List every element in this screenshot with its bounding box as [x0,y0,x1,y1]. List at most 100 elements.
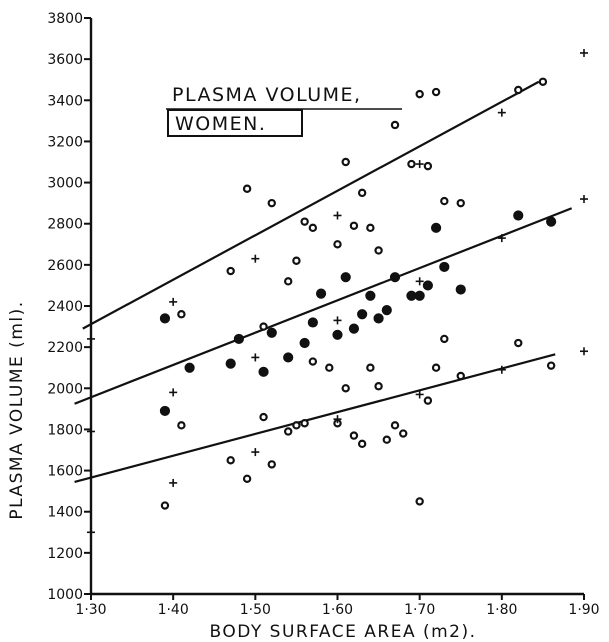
plus-point [580,48,588,57]
open-circle-point [226,266,235,276]
plus-point [251,448,260,457]
x-tick-label: 1·80 [486,602,517,618]
open-circle-point [341,157,350,167]
open-circle-point [160,501,170,510]
filled-circle-point [422,280,433,291]
open-circle-point [242,184,252,193]
open-circle-point [226,456,235,465]
open-circle-point [399,429,408,438]
filled-circle-point [414,290,425,301]
x-axis-ticks: 1·30 1·40 1·50 1·60 1·70 1·80 1·90 [75,594,600,618]
plus-point [251,353,260,362]
x-tick-label: 1·60 [322,602,353,618]
open-circle-point [415,497,424,506]
open-circle-point [259,322,268,331]
x-tick-label: 1·40 [158,602,189,618]
open-circle-point [300,217,309,226]
regression-line [82,80,540,330]
open-circle-point [259,412,268,422]
regression-lines [74,80,573,483]
x-tick-label: 1·30 [75,602,106,618]
filled-circle-point [266,327,277,338]
filled-circle-point [389,272,401,283]
open-circle-point [284,277,293,286]
open-circle-point [407,159,416,169]
y-tick-label: 2000 [47,381,83,397]
y-tick-label: 2400 [47,299,83,315]
y-tick-label: 1600 [47,464,83,480]
open-circle-point [366,223,375,233]
open-circle-point [431,87,441,97]
filled-circle-point [373,313,384,324]
open-circle-point [456,198,465,208]
filled-circle-point [431,222,442,233]
filled-circle-point [348,323,360,334]
open-circle-point [308,357,318,366]
filled-circle-point [513,210,524,221]
filled-circle-point [357,309,368,320]
open-circle-point [423,396,433,405]
open-circle-point [440,334,449,344]
y-tick-label: 3000 [47,176,83,192]
filled-circle-point [184,362,195,373]
plus-point [251,254,260,263]
regression-line [74,353,556,483]
y-tick-label: 1800 [47,422,83,438]
filled-circle-point [439,261,450,273]
y-tick-label: 3800 [47,11,83,27]
open-circle-point [177,421,186,430]
plus-point [580,347,588,356]
plus-point [169,388,178,397]
open-circle-point [308,223,318,233]
open-circle-point [456,371,465,381]
open-circle-point [292,256,301,265]
plus-point [169,297,178,306]
y-tick-label: 1000 [47,587,83,603]
filled-circle-point [340,272,351,283]
open-circle-point [357,439,367,449]
filled-circle-point [159,405,171,417]
open-circle-point [300,419,309,428]
y-tick-label: 3200 [47,134,83,150]
filled-circle-point [258,366,269,377]
filled-circle-point [159,313,171,324]
y-tick-label: 2600 [47,258,83,274]
open-circle-point [415,89,424,99]
y-tick-label: 1200 [47,546,83,562]
x-tick-label: 1·70 [404,602,435,618]
plus-point [87,427,95,436]
open-circle-point [357,188,367,198]
open-circle-point [333,240,342,249]
y-axis-ticks: 1000 1200 1400 1600 1800 2000 2200 2400 2600 2800… [47,11,91,603]
x-tick-label: 1·90 [568,602,599,618]
x-tick-label: 1·50 [240,602,271,618]
open-circle-point [242,474,252,483]
open-circle-point [514,338,523,348]
open-circle-point [366,363,375,372]
plus-point [333,316,342,325]
filled-circle-point [381,305,392,316]
open-circle-point [546,361,556,370]
y-tick-label: 3400 [47,93,83,109]
plus-point [415,277,424,286]
open-circle-point [423,161,433,171]
filled-circle-point [546,216,557,227]
y-tick-label: 1400 [47,505,83,521]
chart-subtitle: WOMEN. [175,113,266,135]
plus-point [415,390,424,399]
plus-point [333,211,342,220]
open-circle-point [267,198,276,208]
open-circle-point [325,363,334,372]
plus-point [415,160,424,169]
open-circle-point [431,363,441,372]
filled-circle-point [233,333,244,345]
filled-circle-point [365,290,376,301]
open-circle-point [349,221,359,230]
plus-point [497,108,506,117]
y-tick-label: 3600 [47,52,83,68]
open-circle-point [538,77,548,86]
chart-title: PLASMA VOLUME, [172,84,362,106]
plus-point [497,234,506,243]
filled-circle-point [283,352,294,363]
